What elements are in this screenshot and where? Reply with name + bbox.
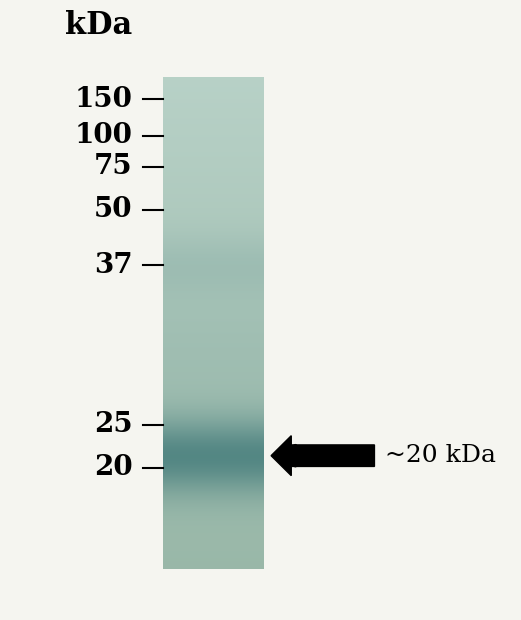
- Text: ~20 kDa: ~20 kDa: [384, 444, 495, 467]
- Text: 25: 25: [94, 412, 132, 438]
- Text: 100: 100: [75, 122, 132, 149]
- Text: 75: 75: [94, 153, 132, 180]
- Text: 50: 50: [94, 196, 132, 223]
- Text: 20: 20: [94, 454, 132, 482]
- Text: 150: 150: [75, 86, 132, 113]
- FancyArrow shape: [271, 436, 375, 476]
- Text: 37: 37: [94, 252, 132, 278]
- Text: kDa: kDa: [65, 10, 132, 41]
